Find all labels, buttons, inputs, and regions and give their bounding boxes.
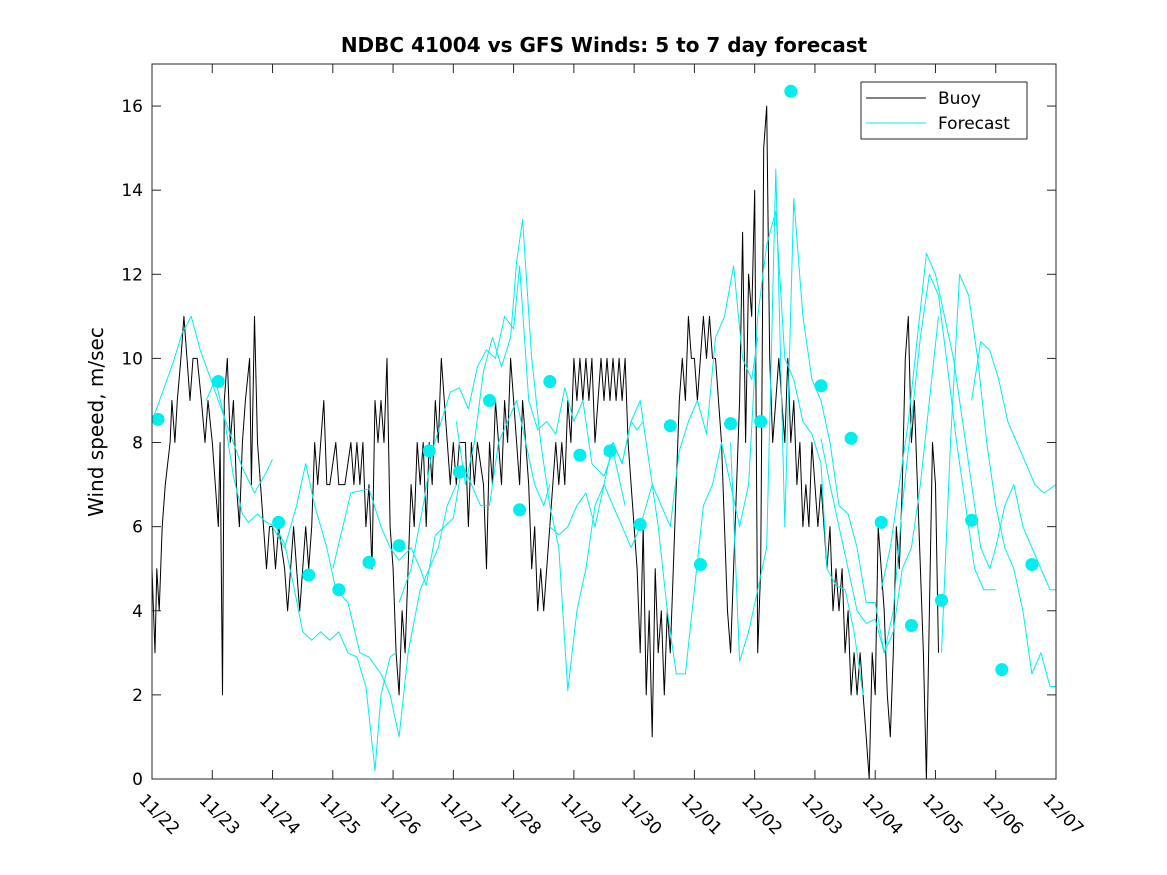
y-axis-label: Wind speed, m/sec xyxy=(84,327,108,517)
forecast-marker-9 xyxy=(483,394,496,407)
forecast-marker-27 xyxy=(1025,558,1039,571)
forecast-marker-7 xyxy=(422,444,436,458)
forecast-marker-24 xyxy=(935,593,948,607)
forecast-line-6 xyxy=(549,265,759,549)
forecast-marker-12 xyxy=(573,448,587,462)
forecast-marker-1 xyxy=(211,375,225,388)
y-tick-label: 10 xyxy=(121,349,143,369)
forecast-marker-14 xyxy=(633,518,647,531)
forecast-marker-0 xyxy=(152,412,165,426)
forecast-marker-16 xyxy=(693,558,707,571)
forecast-line-7 xyxy=(603,210,864,695)
legend-box xyxy=(860,81,1028,140)
legend-forecast-label: Forecast xyxy=(938,114,1010,134)
forecast-line-12 xyxy=(971,341,1056,494)
legend-buoy-label: Buoy xyxy=(938,89,981,109)
forecast-marker-5 xyxy=(362,555,376,569)
forecast-marker-18 xyxy=(754,415,768,428)
buoy-line xyxy=(152,105,939,779)
forecast-marker-11 xyxy=(543,375,557,388)
y-tick-label: 14 xyxy=(121,181,143,201)
forecast-line-9 xyxy=(820,273,996,654)
y-tick-label: 6 xyxy=(132,518,143,538)
forecast-line-10 xyxy=(880,252,1056,591)
forecast-marker-19 xyxy=(784,84,798,98)
chart-title: NDBC 41004 vs GFS Winds: 5 to 7 day fore… xyxy=(341,33,868,57)
forecast-marker-6 xyxy=(392,539,406,553)
forecast-marker-20 xyxy=(814,379,828,393)
y-tick-label: 8 xyxy=(132,434,143,454)
plot-area xyxy=(152,84,1056,779)
y-tick-label: 4 xyxy=(132,602,143,622)
forecast-marker-4 xyxy=(332,583,346,597)
forecast-marker-8 xyxy=(452,465,466,479)
forecast-marker-21 xyxy=(844,431,858,445)
y-tick-label: 16 xyxy=(121,97,143,117)
forecast-marker-10 xyxy=(513,503,527,517)
forecast-line-8 xyxy=(730,168,939,662)
y-tick-label: 2 xyxy=(132,686,143,706)
forecast-marker-15 xyxy=(663,419,677,433)
forecast-marker-13 xyxy=(603,444,617,458)
forecast-marker-26 xyxy=(995,663,1009,677)
forecast-marker-23 xyxy=(904,619,918,632)
forecast-line-1 xyxy=(205,378,397,772)
forecast-marker-22 xyxy=(874,515,888,529)
forecast-marker-25 xyxy=(965,513,979,527)
forecast-line-0 xyxy=(152,315,273,494)
forecast-line-11 xyxy=(941,273,1056,687)
legend: Buoy Forecast xyxy=(860,81,1028,140)
forecast-line-4 xyxy=(398,265,626,603)
forecast-line-3 xyxy=(332,400,551,586)
forecast-marker-2 xyxy=(272,515,286,529)
forecast-marker-17 xyxy=(724,417,738,431)
plot-frame xyxy=(151,63,1057,780)
forecast-marker-3 xyxy=(302,568,316,582)
y-tick-label: 12 xyxy=(121,265,143,285)
y-tick-label: 0 xyxy=(132,770,143,790)
